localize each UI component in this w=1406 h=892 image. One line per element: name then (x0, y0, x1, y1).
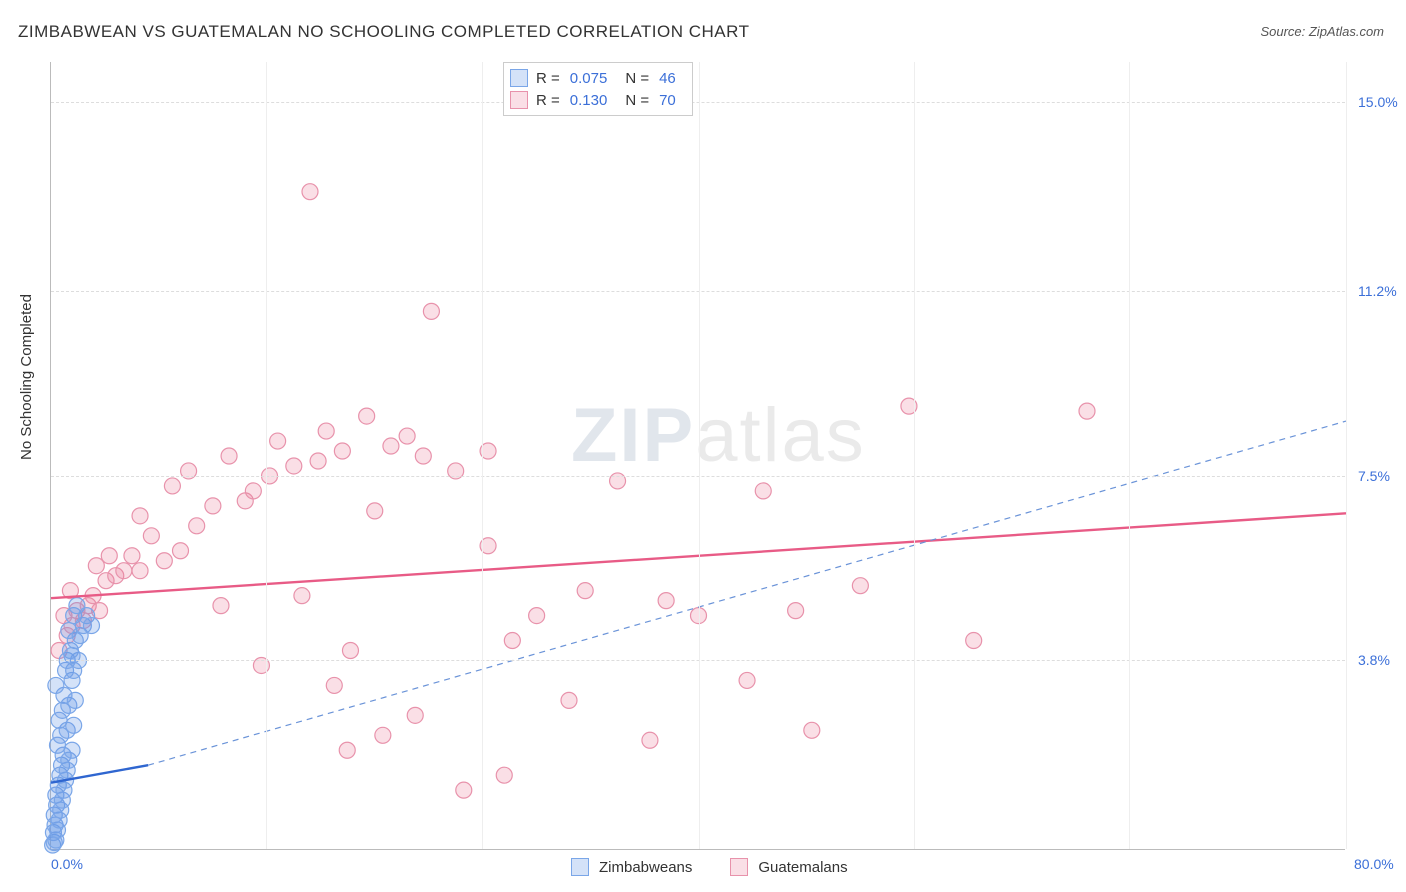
scatter-point (67, 692, 83, 708)
scatter-point (294, 588, 310, 604)
legend-swatch (510, 91, 528, 109)
legend-n-label: N = (625, 92, 649, 109)
scatter-point (286, 458, 302, 474)
gridline-v (266, 62, 267, 849)
scatter-point (173, 543, 189, 559)
legend-swatch (571, 858, 589, 876)
scatter-point (1079, 403, 1095, 419)
scatter-point (245, 483, 261, 499)
scatter-point (83, 618, 99, 634)
scatter-point (561, 692, 577, 708)
gridline-v (482, 62, 483, 849)
x-tick-min: 0.0% (51, 856, 83, 872)
scatter-point (496, 767, 512, 783)
scatter-point (375, 727, 391, 743)
scatter-point (658, 593, 674, 609)
legend-n-value: 46 (659, 70, 676, 87)
x-tick-max: 80.0% (1354, 856, 1394, 872)
scatter-point (739, 672, 755, 688)
legend-n-value: 70 (659, 92, 676, 109)
gridline-v (914, 62, 915, 849)
scatter-point (318, 423, 334, 439)
legend-r-value: 0.075 (570, 70, 608, 87)
scatter-point (302, 184, 318, 200)
y-tick-label: 11.2% (1358, 283, 1397, 299)
legend-series-label: Guatemalans (758, 859, 847, 876)
scatter-point (270, 433, 286, 449)
gridline-v (1129, 62, 1130, 849)
scatter-point (456, 782, 472, 798)
scatter-point (339, 742, 355, 758)
scatter-point (48, 677, 64, 693)
scatter-point (116, 563, 132, 579)
scatter-point (407, 707, 423, 723)
scatter-point (415, 448, 431, 464)
legend-stats-row: R = 0.075 N = 46 (510, 67, 686, 89)
y-tick-label: 3.8% (1358, 652, 1390, 668)
scatter-point (804, 722, 820, 738)
scatter-point (755, 483, 771, 499)
trend-line-extrapolated (148, 421, 1346, 765)
scatter-point (124, 548, 140, 564)
source-attribution: Source: ZipAtlas.com (1260, 24, 1384, 39)
scatter-point (642, 732, 658, 748)
y-axis-label: No Schooling Completed (18, 294, 35, 460)
legend-n-label: N = (625, 70, 649, 87)
scatter-point (852, 578, 868, 594)
scatter-point (221, 448, 237, 464)
scatter-point (577, 583, 593, 599)
scatter-point (966, 633, 982, 649)
scatter-point (101, 548, 117, 564)
scatter-point (156, 553, 172, 569)
scatter-point (399, 428, 415, 444)
legend-stats-row: R = 0.130 N = 70 (510, 89, 686, 111)
scatter-point (359, 408, 375, 424)
y-tick-label: 15.0% (1358, 94, 1398, 110)
gridline-v (699, 62, 700, 849)
scatter-point (213, 598, 229, 614)
legend-series-label: Zimbabweans (599, 859, 692, 876)
legend-swatch (510, 69, 528, 87)
scatter-point (143, 528, 159, 544)
scatter-point (189, 518, 205, 534)
scatter-point (310, 453, 326, 469)
scatter-point (383, 438, 399, 454)
scatter-point (367, 503, 383, 519)
legend-stats-box: R = 0.075 N = 46 R = 0.130 N = 70 (503, 62, 693, 116)
scatter-point (132, 508, 148, 524)
scatter-point (504, 633, 520, 649)
scatter-point (423, 303, 439, 319)
scatter-point (64, 742, 80, 758)
scatter-point (164, 478, 180, 494)
scatter-point (132, 563, 148, 579)
legend-r-label: R = (536, 92, 560, 109)
legend-swatch (730, 858, 748, 876)
chart-title: ZIMBABWEAN VS GUATEMALAN NO SCHOOLING CO… (18, 22, 749, 42)
scatter-point (66, 717, 82, 733)
scatter-point (788, 603, 804, 619)
scatter-point (342, 643, 358, 659)
scatter-point (205, 498, 221, 514)
legend-r-label: R = (536, 70, 560, 87)
legend-bottom: Zimbabweans Guatemalans (571, 858, 876, 876)
scatter-point (334, 443, 350, 459)
legend-r-value: 0.130 (570, 92, 608, 109)
scatter-point (529, 608, 545, 624)
plot-area: ZIPatlas 3.8%7.5%11.2%15.0%0.0%80.0%R =0… (50, 62, 1345, 850)
gridline-v (1346, 62, 1347, 849)
scatter-point (326, 677, 342, 693)
y-tick-label: 7.5% (1358, 468, 1390, 484)
